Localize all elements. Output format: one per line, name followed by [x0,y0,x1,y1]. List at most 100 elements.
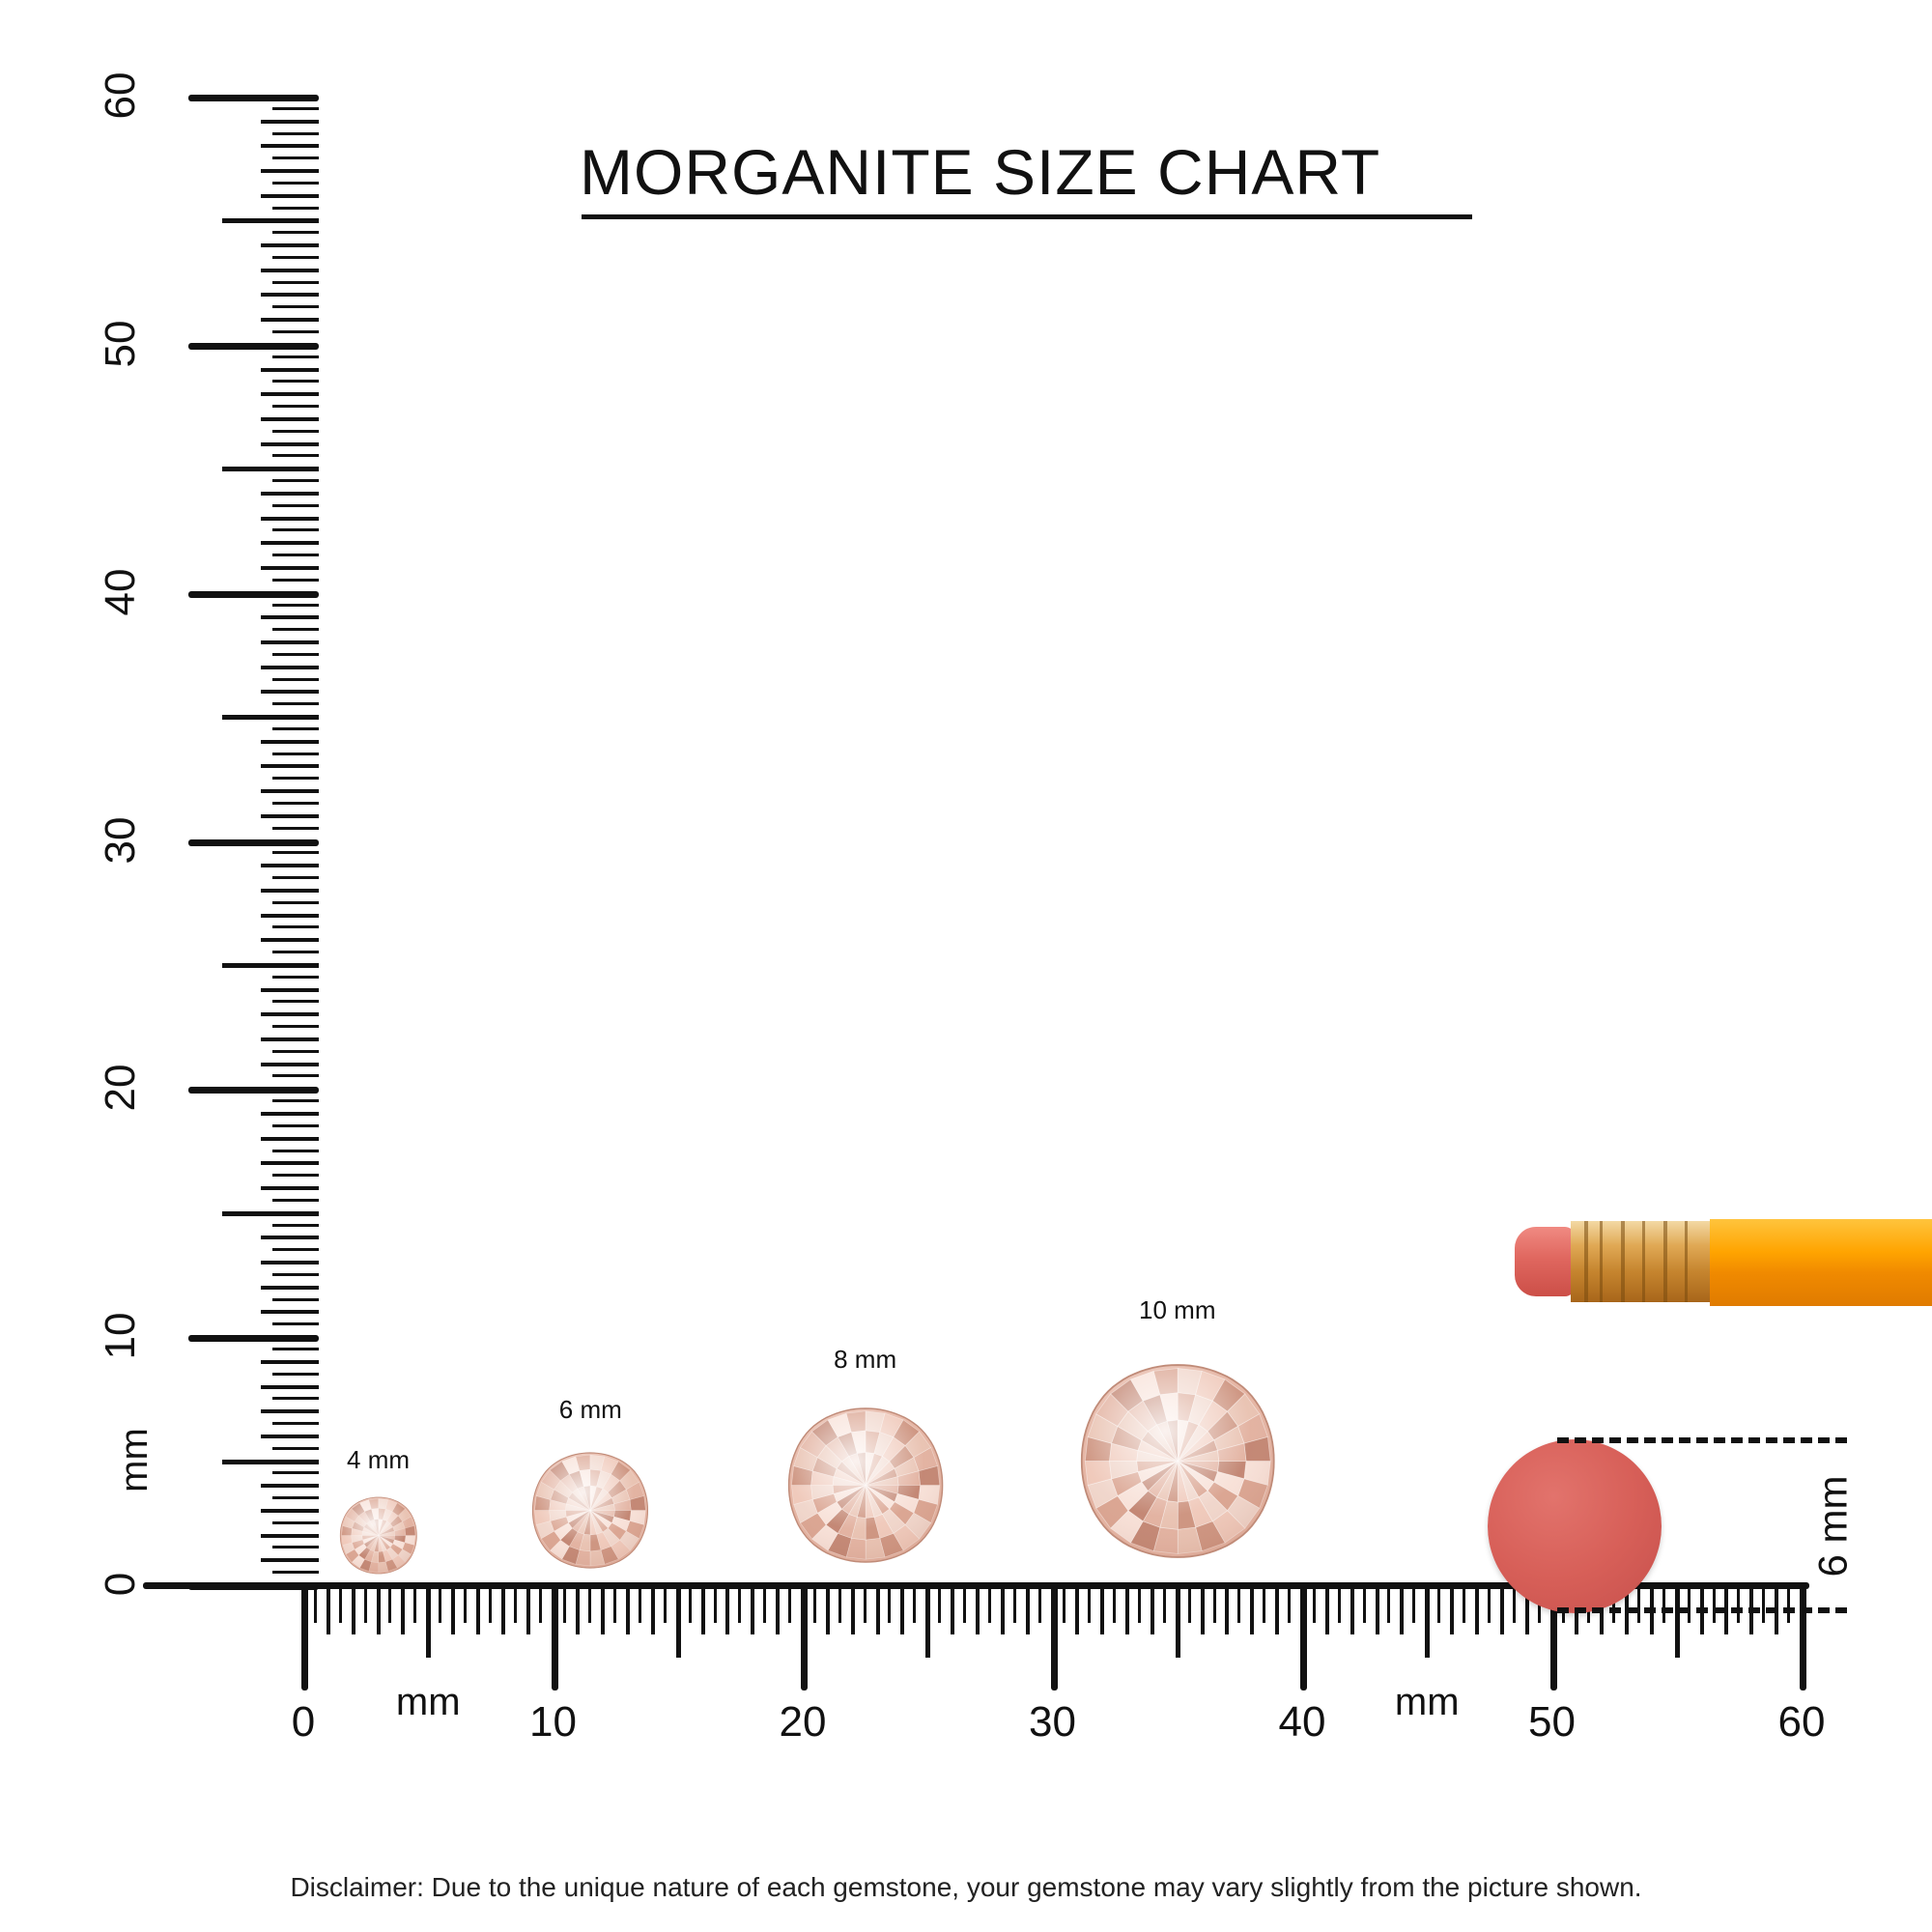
horizontal-tick [1000,1584,1005,1634]
vertical-tick [272,1272,319,1276]
vertical-tick [272,329,319,333]
horizontal-tick [900,1584,905,1634]
horizontal-tick [1137,1584,1141,1623]
horizontal-tick [1150,1584,1154,1634]
horizontal-tick [363,1584,367,1623]
horizontal-tick [913,1584,917,1623]
vertical-ruler: 0 10 20 30 40 50 60 mm [0,0,319,1642]
vertical-tick [272,1546,319,1549]
vertical-tick [272,554,319,557]
horizontal-tick [551,1584,558,1690]
horizontal-tick [500,1584,505,1634]
vertical-tick [261,565,319,570]
vertical-tick [188,95,319,101]
horizontal-tick [1113,1584,1117,1623]
horizontal-tick [850,1584,855,1634]
horizontal-tick [1337,1584,1341,1623]
vertical-tick [272,280,319,284]
horizontal-tick [388,1584,392,1623]
vertical-tick [261,864,319,868]
dimension-label: 6 mm [1809,1475,1856,1577]
vertical-tick [272,528,319,532]
vertical-tick [272,876,319,880]
horizontal-tick [538,1584,542,1623]
horizontal-tick [1474,1584,1479,1634]
vertical-tick [272,1000,319,1004]
vertical-tick [272,503,319,507]
vertical-tick [272,106,319,110]
vertical-tick [222,962,319,968]
horizontal-ruler-unit: mm [395,1681,461,1723]
vertical-tick [188,342,319,350]
horizontal-tick [825,1584,830,1634]
horizontal-tick [475,1584,480,1634]
horizontal-tick [451,1584,456,1634]
horizontal-tick [513,1584,517,1623]
vertical-tick [272,1198,319,1202]
vertical-tick [188,1335,319,1343]
horizontal-tick [601,1584,606,1634]
vertical-tick [272,181,319,185]
horizontal-tick [1450,1584,1455,1634]
vertical-tick [261,739,319,744]
gemstone-10mm [1053,1336,1303,1586]
horizontal-ruler-label: 60 [1777,1698,1826,1746]
vertical-tick [261,1434,319,1438]
title-underline [582,214,1472,219]
pencil-eraser [1515,1227,1575,1296]
horizontal-tick [1712,1584,1716,1623]
gemstone-label: 8 mm [834,1345,897,1375]
horizontal-tick [863,1584,867,1623]
horizontal-tick [351,1584,355,1634]
vertical-tick [261,416,319,421]
gemstone-6mm [516,1435,666,1585]
horizontal-tick [1187,1584,1191,1623]
horizontal-tick [638,1584,641,1623]
horizontal-tick [1512,1584,1516,1623]
vertical-tick [261,813,319,818]
horizontal-tick [1662,1584,1665,1623]
vertical-tick [272,702,319,706]
horizontal-tick [951,1584,955,1634]
vertical-tick [188,590,319,598]
horizontal-tick [313,1584,317,1623]
vertical-tick [272,1520,319,1524]
vertical-tick [272,1348,319,1350]
vertical-tick [272,777,319,781]
vertical-tick [272,1372,319,1376]
gemstone-4mm [328,1486,428,1585]
vertical-tick [272,677,319,681]
vertical-tick [261,1508,319,1513]
disclaimer-text: Disclaimer: Due to the unique nature of … [290,1872,1642,1902]
horizontal-tick [1225,1584,1230,1634]
vertical-tick [261,1012,319,1017]
vertical-ruler-label: 60 [97,71,144,120]
vertical-tick [272,925,319,929]
horizontal-tick [1524,1584,1529,1634]
vertical-ruler-label: 40 [97,568,144,616]
dimension-line-bottom [1557,1607,1847,1613]
horizontal-baseline [143,1582,1809,1589]
vertical-tick [261,441,319,446]
vertical-tick [222,218,319,224]
horizontal-tick [663,1584,667,1623]
horizontal-tick [1063,1584,1066,1623]
horizontal-tick [1324,1584,1329,1634]
vertical-tick [272,231,319,235]
horizontal-tick [725,1584,730,1634]
horizontal-tick [812,1584,816,1623]
horizontal-tick [1737,1584,1741,1623]
dimension-line-top [1557,1437,1847,1443]
horizontal-tick [688,1584,692,1623]
horizontal-tick [1362,1584,1366,1623]
horizontal-tick [1800,1584,1806,1690]
vertical-tick [272,305,319,309]
horizontal-tick [751,1584,755,1634]
vertical-tick [261,293,319,298]
horizontal-tick [1437,1584,1441,1623]
horizontal-tick [1674,1584,1680,1658]
vertical-ruler-label: 10 [97,1312,144,1360]
vertical-tick [261,367,319,372]
horizontal-tick [788,1584,792,1623]
vertical-tick [261,615,319,620]
